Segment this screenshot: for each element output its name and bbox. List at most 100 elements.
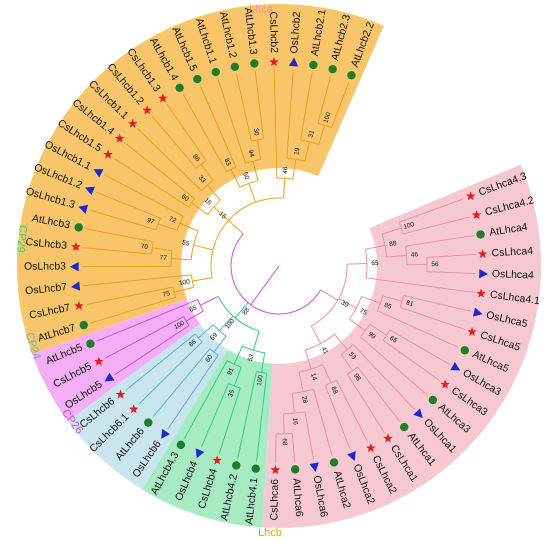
circle-marker-atlhcb1-3	[250, 59, 259, 68]
circle-marker-atlhcb4-1	[251, 464, 260, 473]
branch-segment	[174, 286, 194, 293]
bootstrap-value: 53	[347, 351, 357, 361]
leaf-connector	[83, 228, 87, 230]
branch-segment	[386, 254, 407, 258]
star-marker-cslhcb6-1	[128, 404, 139, 414]
clade-label-lhcb: Lhcb	[258, 527, 282, 539]
bootstrap-value: 65	[371, 260, 379, 267]
circle-marker-atlhca1	[399, 422, 409, 432]
leaf-connector	[165, 102, 168, 106]
leaf-connector	[399, 420, 402, 424]
star-marker-cslhca5	[467, 326, 477, 336]
branch-segment	[399, 198, 464, 223]
bootstrap-value: 33	[197, 174, 207, 184]
bootstrap-value: 88	[241, 306, 251, 316]
branch-segment	[233, 345, 243, 365]
branch-segment	[318, 125, 326, 145]
triangle-marker-oslhcb2	[288, 57, 299, 67]
triangle-marker-oslhcb6	[161, 428, 170, 439]
triangle-marker-oslhcb7	[70, 281, 81, 291]
branch-segment	[273, 70, 278, 179]
branch-segment	[114, 158, 189, 208]
branch-segment	[201, 383, 230, 447]
star-marker-cslhca4-2	[471, 210, 482, 220]
branch-segment	[217, 79, 247, 164]
bootstrap-value: 39	[340, 299, 350, 309]
leaf-label-oslhcb2: OsLhcb2	[288, 11, 303, 54]
branch-segment	[336, 380, 368, 442]
bootstrap-value: 41	[320, 346, 330, 356]
branch-segment	[382, 339, 439, 381]
branch-arc	[228, 383, 241, 389]
triangle-marker-oslhca4	[479, 269, 489, 279]
branch-segment	[313, 389, 333, 455]
bootstrap-value: 83	[223, 157, 233, 167]
branch-arc	[188, 198, 196, 208]
leaf-connector	[348, 79, 350, 83]
branch-segment	[283, 178, 286, 199]
leaf-connector	[438, 379, 442, 382]
branch-segment	[219, 315, 234, 332]
branch-segment	[86, 286, 174, 305]
bootstrap-value: 31	[308, 129, 317, 138]
leaf-connector	[150, 113, 153, 117]
branch-arc	[190, 230, 199, 260]
branch-segment	[230, 169, 241, 188]
leaf-connector	[136, 127, 139, 130]
bootstrap-value: 60	[180, 193, 190, 203]
leaf-label-oslhcb7: OsLhcb7	[25, 281, 68, 297]
bootstrap-value: 30	[252, 128, 260, 137]
leaf-connector	[331, 454, 333, 458]
branch-arc	[239, 180, 258, 188]
branch-segment	[256, 139, 262, 160]
branch-segment	[292, 159, 297, 180]
tree-branches	[80, 67, 478, 465]
triangle-marker-oslhcb5	[104, 372, 115, 382]
bootstrap-value: 97	[146, 217, 155, 226]
branch-segment	[83, 274, 192, 287]
star-marker-cslhcb6	[115, 389, 126, 399]
triangle-marker-oslhca2	[347, 451, 356, 462]
branch-segment	[198, 324, 214, 339]
branch-arc	[276, 177, 293, 180]
branch-segment	[200, 295, 219, 306]
branch-arc	[317, 122, 332, 129]
leaf-connector	[112, 157, 115, 160]
branch-segment	[349, 318, 366, 332]
star-marker-cslhcb4	[212, 455, 222, 465]
branch-arc	[194, 333, 203, 343]
circle-marker-atlhcb1-2	[230, 62, 240, 72]
sector-cp26	[32, 298, 200, 422]
branch-segment	[157, 223, 178, 231]
branch-segment	[377, 310, 458, 348]
leaf-label-oslhcb3: OsLhcb3	[24, 261, 66, 273]
branch-segment	[405, 235, 473, 247]
leaf-label-cslhcb2: CsLhcb2	[267, 11, 280, 53]
branch-segment	[236, 74, 252, 142]
leaf-connector	[103, 357, 107, 360]
branch-arc	[242, 345, 265, 354]
branch-segment	[346, 263, 367, 265]
star-marker-cslhca4-3	[465, 191, 476, 201]
leaf-connector	[349, 448, 352, 452]
star-marker-cslhcb5	[94, 356, 104, 366]
leaf-label-atlhcb4-1: AtLhcb4.1	[243, 477, 260, 526]
leaf-label-atlhca4: AtLhca4	[488, 221, 528, 239]
branch-segment	[352, 344, 415, 409]
star-marker-cslhcb1-1	[127, 118, 138, 128]
branch-segment	[191, 202, 208, 215]
branch-arc	[399, 295, 405, 308]
branch-segment	[91, 296, 176, 324]
branch-segment	[256, 373, 268, 461]
branch-arc	[226, 166, 236, 173]
branch-segment	[366, 277, 474, 293]
branch-segment	[193, 244, 214, 251]
leaf-connector	[426, 394, 430, 397]
star-marker-cslhcb2	[269, 57, 279, 67]
branch-segment	[126, 333, 196, 390]
branch-segment	[105, 316, 184, 359]
leaf-label-oslhca4: OsLhca4	[492, 268, 535, 282]
triangle-marker-oslhcb1-3	[78, 204, 89, 214]
triangle-marker-oslhca5	[472, 307, 483, 317]
bootstrap-value: 53	[247, 353, 256, 362]
